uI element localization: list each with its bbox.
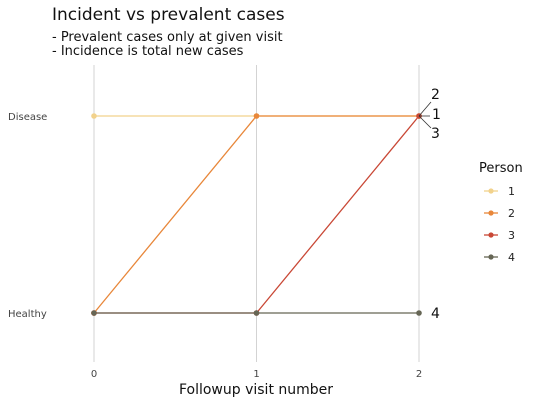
grid: [93, 65, 420, 362]
y-tick-label: Disease: [8, 112, 47, 123]
legend-label-2: 2: [508, 207, 515, 220]
end-label-series-2: 2: [431, 87, 440, 103]
chart-title: Incident vs prevalent cases: [52, 5, 285, 25]
legend-key-point-1: [488, 188, 494, 194]
legend-label-1: 1: [508, 185, 515, 198]
x-tick-label: 0: [91, 369, 97, 380]
y-axis-ticks: Healthy Disease: [8, 112, 47, 320]
end-label-leader-3: [418, 115, 432, 129]
legend-key-point-3: [488, 232, 494, 238]
end-label-series-1: 1: [432, 107, 441, 123]
x-axis-ticks: 0 1 2: [91, 369, 422, 380]
data-point-series-2-x-1: [253, 113, 260, 119]
data-point-series-4-x-2: [416, 310, 422, 316]
legend-title: Person: [479, 161, 523, 176]
data-point-series-4-x-0: [91, 310, 97, 316]
y-tick-label: Healthy: [8, 309, 47, 320]
end-labels: 1 2 3 4: [418, 87, 441, 322]
data-point-series-4-x-1: [253, 310, 260, 316]
end-label-series-3: 3: [431, 126, 440, 142]
data-point-series-1-x-0: [91, 113, 97, 119]
chart-subtitle-line-2: - Incidence is total new cases: [52, 44, 244, 59]
x-tick-label: 1: [253, 369, 259, 380]
legend-key-point-4: [488, 254, 494, 260]
chart-subtitle-line-1: - Prevalent cases only at given visit: [52, 30, 283, 45]
legend: Person 1 2 3 4: [479, 161, 523, 264]
end-label-leader-2: [418, 101, 432, 117]
end-label-series-4: 4: [431, 306, 440, 322]
legend-key-point-2: [488, 210, 494, 216]
x-axis-label: Followup visit number: [179, 382, 333, 398]
x-tick-label: 2: [416, 369, 422, 380]
legend-label-4: 4: [508, 251, 515, 264]
legend-label-3: 3: [508, 229, 515, 242]
